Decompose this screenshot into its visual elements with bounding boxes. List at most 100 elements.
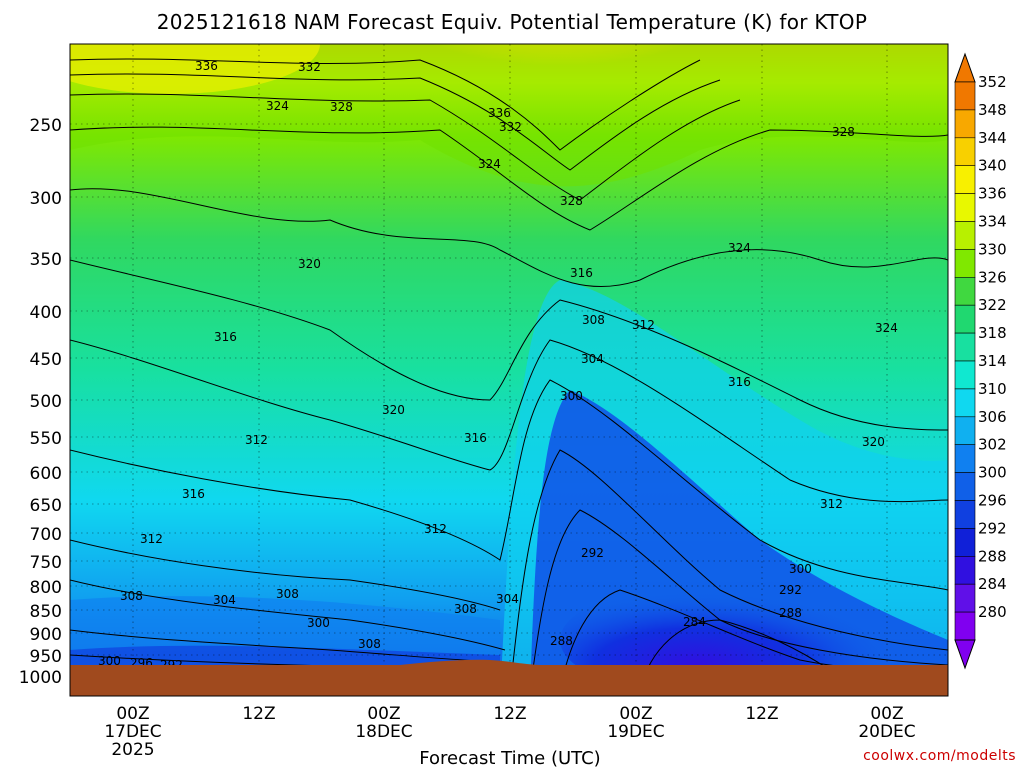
y-axis: 250 300 350 400 450 500 550 600 650 700 …: [19, 116, 62, 688]
colorbar-swatch: [954, 81, 976, 111]
contour-label: 316: [214, 330, 237, 344]
gridlines: [70, 44, 948, 696]
colorbar-label: 352: [978, 73, 1007, 91]
colorbar-swatch: [954, 528, 976, 557]
x-tick-sublabel: 17DEC: [104, 722, 161, 742]
contour-label: 288: [550, 634, 573, 648]
x-tick-sublabel: 19DEC: [607, 722, 664, 742]
contour-lines: [70, 58, 948, 691]
colorbar-label: 336: [978, 185, 1007, 203]
x-axis-title: Forecast Time (UTC): [419, 748, 600, 768]
contour-label: 336: [488, 106, 511, 120]
chart-title: 2025121618 NAM Forecast Equiv. Potential…: [157, 10, 867, 34]
colorbar: 352 348 344 340 336 334 330 326 322 318 314 310 306 3…: [954, 52, 1007, 670]
y-tick-label: 550: [30, 429, 62, 449]
y-tick-label: 400: [30, 303, 62, 323]
colorbar-label: 288: [978, 547, 1007, 565]
contour-label: 292: [779, 583, 802, 597]
plot-area: 336 332 324 328 336 332 324 328 328 320 …: [70, 44, 948, 696]
colorbar-swatch: [954, 555, 976, 585]
colorbar-label: 330: [978, 240, 1007, 258]
contour-label: 308: [454, 602, 477, 616]
x-tick-label: 00Z: [870, 704, 903, 724]
x-axis: 00Z 17DEC 2025 12Z 00Z 18DEC 12Z 00Z 19D…: [104, 704, 915, 760]
contour-label: 316: [728, 375, 751, 389]
colorbar-swatch: [954, 249, 976, 278]
y-tick-label: 800: [30, 578, 62, 598]
colorbar-swatch: [954, 332, 976, 362]
colorbar-label: 300: [978, 464, 1007, 482]
y-tick-label: 650: [30, 496, 62, 516]
x-tick-sublabel: 2025: [111, 740, 154, 760]
x-tick-label: 12Z: [493, 704, 526, 724]
contour-label: 336: [195, 59, 218, 73]
x-tick-label: 12Z: [242, 704, 275, 724]
warm-left-region: [70, 44, 320, 94]
colorbar-label: 310: [978, 380, 1007, 398]
colorbar-swatch: [954, 472, 976, 501]
y-tick-label: 250: [30, 116, 62, 136]
y-tick-label: 600: [30, 464, 62, 484]
colorbar-label: 334: [978, 213, 1007, 231]
x-tick-label: 00Z: [619, 704, 652, 724]
colorbar-top-arrow: [954, 52, 976, 83]
contour-label: 320: [298, 257, 321, 271]
contour-label: 332: [499, 120, 522, 134]
x-tick-label: 12Z: [745, 704, 778, 724]
colorbar-swatch: [954, 388, 976, 418]
colorbar-swatch: [954, 500, 976, 529]
colorbar-label: 348: [978, 101, 1007, 119]
y-tick-label: 300: [30, 189, 62, 209]
colorbar-swatch: [954, 165, 976, 194]
contour-label: 328: [832, 125, 855, 139]
colorbar-label: 284: [978, 575, 1007, 593]
y-tick-label: 850: [30, 602, 62, 622]
colorbar-label: 296: [978, 492, 1007, 510]
colorbar-swatch: [954, 137, 976, 167]
colorbar-label: 340: [978, 157, 1007, 175]
contour-labels: 336 332 324 328 336 332 324 328 328 320 …: [98, 59, 898, 672]
contour-label: 300: [307, 616, 330, 630]
plot-frame: [69, 43, 949, 697]
colorbar-label: 322: [978, 296, 1007, 314]
x-tick-sublabel: 18DEC: [355, 722, 412, 742]
contour-label: 300: [789, 562, 812, 576]
colorbar-swatch: [954, 109, 976, 139]
contour-label: 316: [570, 266, 593, 280]
contour-label: 300: [98, 654, 121, 668]
contour-label: 284: [683, 615, 706, 629]
y-tick-label: 750: [30, 553, 62, 573]
contour-label: 304: [213, 593, 236, 607]
x-tick-sublabel: 20DEC: [858, 722, 915, 742]
colorbar-swatch: [954, 221, 976, 250]
x-tick-label: 00Z: [116, 704, 149, 724]
contour-label: 324: [266, 99, 289, 113]
contour-label: 312: [140, 532, 163, 546]
colorbar-label: 292: [978, 519, 1007, 537]
contour-label: 308: [582, 313, 605, 327]
colorbar-label: 344: [978, 129, 1007, 147]
colorbar-swatch: [954, 583, 976, 613]
contour-label: 308: [120, 589, 143, 603]
contour-label: 316: [464, 431, 487, 445]
y-tick-label: 500: [30, 392, 62, 412]
contour-label: 320: [862, 435, 885, 449]
colorbar-swatch: [954, 360, 976, 390]
colorbar-swatch: [954, 276, 976, 306]
contour-label: 312: [632, 318, 655, 332]
contour-label: 308: [276, 587, 299, 601]
contour-label: 304: [496, 592, 519, 606]
colorbar-label: 306: [978, 408, 1007, 426]
contour-label: 316: [182, 487, 205, 501]
colorbar-bottom-arrow: [954, 639, 976, 670]
y-tick-label: 450: [30, 350, 62, 370]
colorbar-swatch: [954, 444, 976, 473]
contour-label: 288: [779, 606, 802, 620]
colorbar-swatch: [954, 304, 976, 334]
contour-label: 320: [382, 403, 405, 417]
y-tick-label: 900: [30, 625, 62, 645]
colorbar-label: 314: [978, 352, 1007, 370]
contour-label: 324: [875, 321, 898, 335]
contour-label: 332: [298, 60, 321, 74]
y-tick-label: 350: [30, 250, 62, 270]
